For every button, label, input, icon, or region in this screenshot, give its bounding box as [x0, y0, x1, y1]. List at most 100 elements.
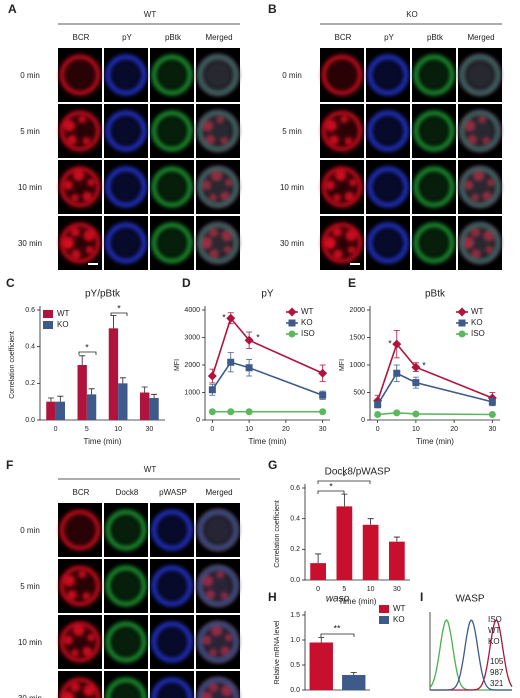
- cell-interior: [158, 628, 186, 656]
- channel-label: pWASP: [159, 488, 187, 497]
- cell-signal: [105, 677, 147, 698]
- cell-signal: [197, 565, 239, 607]
- cell-interior: [204, 61, 232, 89]
- bar: [46, 401, 56, 420]
- cell-signal: [151, 222, 193, 264]
- cell-interior: [158, 572, 186, 600]
- significance-bracket: [317, 490, 345, 494]
- cell-interior: [420, 61, 448, 89]
- y-tick-label: 0.5: [290, 662, 300, 669]
- row-label: 5 min: [20, 127, 40, 136]
- x-tick-label: 20: [450, 426, 458, 433]
- cap-blob: [324, 236, 337, 249]
- cap-blob: [71, 193, 80, 202]
- legend-label: ISO: [488, 615, 502, 624]
- legend-label: WT: [393, 604, 406, 613]
- cell-interior: [158, 684, 186, 698]
- cell-interior: [204, 628, 232, 656]
- y-axis-label: MFI: [174, 359, 181, 371]
- channel-label: pBtk: [165, 33, 182, 42]
- marker: [458, 319, 466, 327]
- x-axis-label: Time (min): [249, 437, 287, 446]
- row-label: 0 min: [20, 71, 40, 80]
- row-label: 10 min: [280, 183, 304, 192]
- cell-interior: [112, 684, 140, 698]
- cell-signal: [197, 509, 239, 551]
- x-tick-label: 30: [145, 426, 153, 433]
- panel-letter: I: [420, 590, 423, 604]
- y-tick-label: 2000: [184, 362, 200, 369]
- y-axis-label: Correlation coefficient: [274, 500, 281, 568]
- marker: [374, 401, 382, 409]
- cell-signal: [197, 54, 239, 96]
- marker: [393, 409, 401, 417]
- y-tick-label: 500: [353, 389, 365, 396]
- significance-bracket: [320, 633, 355, 637]
- mfi-label: 321: [490, 679, 504, 688]
- cap-blob: [83, 229, 96, 242]
- error-bar: [393, 536, 400, 542]
- y-axis-label: MFI: [339, 359, 346, 371]
- cap-blob: [347, 245, 356, 254]
- cell-interior: [374, 173, 402, 201]
- annotation: *: [222, 312, 226, 322]
- y-tick-label: 1000: [184, 389, 200, 396]
- chart-title: pY: [261, 289, 274, 300]
- cap-blob: [70, 227, 81, 238]
- panel-letter: D: [182, 276, 191, 290]
- x-tick-label: 30: [393, 586, 401, 593]
- cell-signal: [459, 166, 501, 208]
- cell-signal: [197, 222, 239, 264]
- annotation: *: [422, 360, 426, 370]
- cell-signal: [59, 110, 101, 152]
- cell-interior: [204, 572, 232, 600]
- cap-blob: [329, 134, 340, 145]
- error-bar: [341, 493, 348, 507]
- cap-blob: [344, 137, 353, 146]
- error-bar: [47, 397, 54, 402]
- channel-label: Dock8: [116, 488, 139, 497]
- legend-label: KO: [301, 318, 313, 327]
- cell-signal: [367, 110, 409, 152]
- cell-signal: [413, 166, 455, 208]
- y-tick-label: 0.6: [290, 485, 300, 492]
- x-tick-label: 5: [85, 426, 89, 433]
- bar: [86, 394, 97, 420]
- cap-blob: [345, 229, 358, 242]
- series-line: [211, 361, 323, 396]
- y-tick-label: 1500: [349, 334, 365, 341]
- cap-blob: [344, 191, 355, 202]
- row-label: 0 min: [20, 526, 40, 535]
- cell-signal: [321, 222, 363, 264]
- channel-label: BCR: [73, 33, 90, 42]
- legend-label: WT: [488, 626, 501, 635]
- error-bar: [367, 518, 374, 525]
- cell-interior: [112, 61, 140, 89]
- row-label: 30 min: [280, 239, 304, 248]
- row-label: 0 min: [282, 71, 302, 80]
- channel-label: Merged: [205, 33, 232, 42]
- cell-interior: [374, 229, 402, 257]
- cap-blob: [325, 180, 336, 191]
- y-axis-label: Correlation coefficient: [9, 331, 16, 399]
- marker: [227, 408, 235, 416]
- marker: [207, 371, 217, 381]
- bar: [149, 398, 159, 420]
- cell-signal: [151, 565, 193, 607]
- row-label: 10 min: [18, 183, 42, 192]
- cell-interior: [374, 117, 402, 145]
- row-label: 5 min: [282, 127, 302, 136]
- marker: [226, 313, 236, 323]
- x-tick-label: 5: [342, 586, 346, 593]
- annotation: *: [329, 481, 333, 491]
- bar: [336, 506, 353, 580]
- bar: [108, 328, 119, 420]
- series-line: [211, 316, 323, 377]
- legend-label: WT: [301, 307, 314, 316]
- bar: [310, 563, 326, 580]
- channel-label: pY: [384, 33, 394, 42]
- cap-blob: [334, 169, 347, 182]
- cap-blob: [87, 178, 96, 187]
- x-tick-label: 0: [316, 586, 320, 593]
